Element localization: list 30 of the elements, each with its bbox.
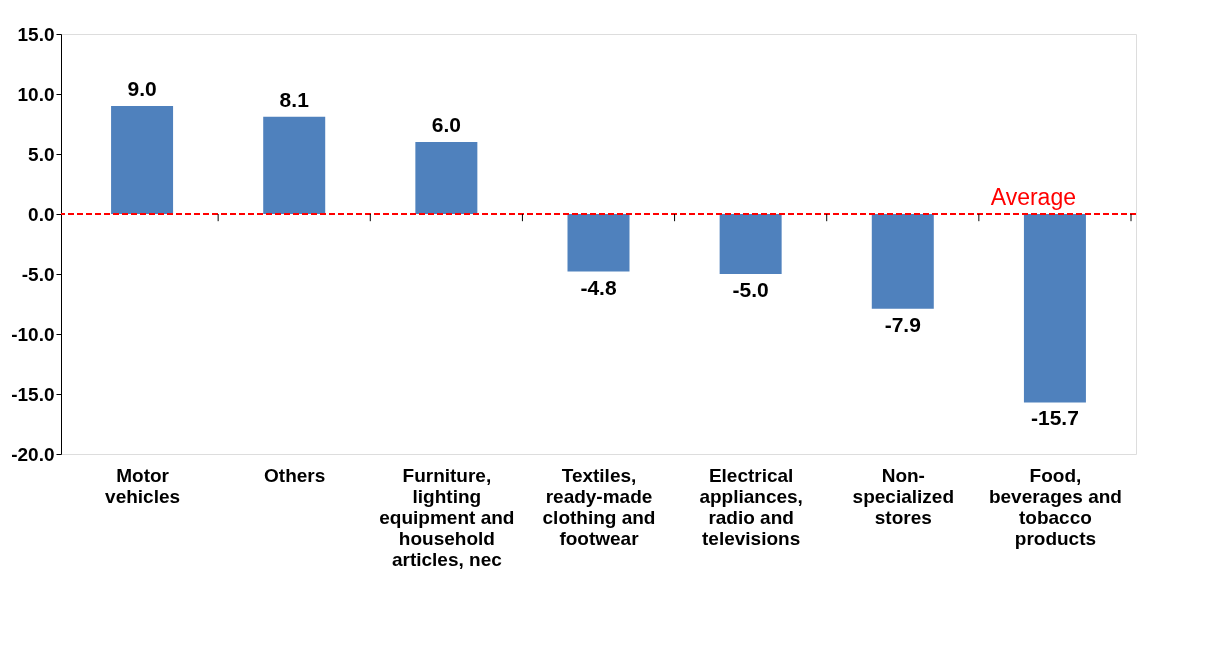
x-tick-label: Electrical appliances, radio and televisions (699, 464, 803, 549)
data-label: 6.0 (431, 113, 461, 136)
bar (415, 142, 478, 214)
y-tick-label: -5.0 (21, 263, 55, 285)
y-tick-label: -20.0 (11, 443, 55, 465)
data-label: 8.1 (279, 87, 310, 111)
x-tick-label: Food, beverages and tobacco products (988, 464, 1122, 549)
x-tick-label: Others (264, 464, 326, 486)
x-tick-label: Non-specialized stores (852, 464, 954, 528)
x-tick-label: Motor vehicles (105, 464, 181, 507)
y-tick-label: 10.0 (17, 83, 55, 105)
y-tick-label: 5.0 (28, 143, 55, 165)
data-label: -15.7 (1030, 406, 1079, 430)
bar (719, 214, 782, 274)
data-label: -4.8 (580, 275, 617, 299)
bar (567, 214, 630, 272)
bar (871, 214, 934, 309)
data-label: -7.9 (884, 312, 921, 336)
y-tick-label: -10.0 (11, 323, 55, 345)
x-tick-label: Textiles, ready-made clothing and footwear (542, 464, 656, 549)
y-tick-label: 15.0 (17, 23, 55, 45)
y-tick-label: 0.0 (28, 203, 55, 225)
bar (111, 106, 174, 214)
data-label: -5.0 (732, 278, 769, 301)
bar (1023, 214, 1086, 403)
y-tick-label: -15.0 (11, 383, 55, 405)
data-label: 9.0 (127, 77, 157, 100)
bar (263, 116, 326, 214)
x-tick-label: Furniture, lighting equipment and household articles, nec (379, 464, 515, 570)
ref-line-label: Average (990, 184, 1076, 210)
